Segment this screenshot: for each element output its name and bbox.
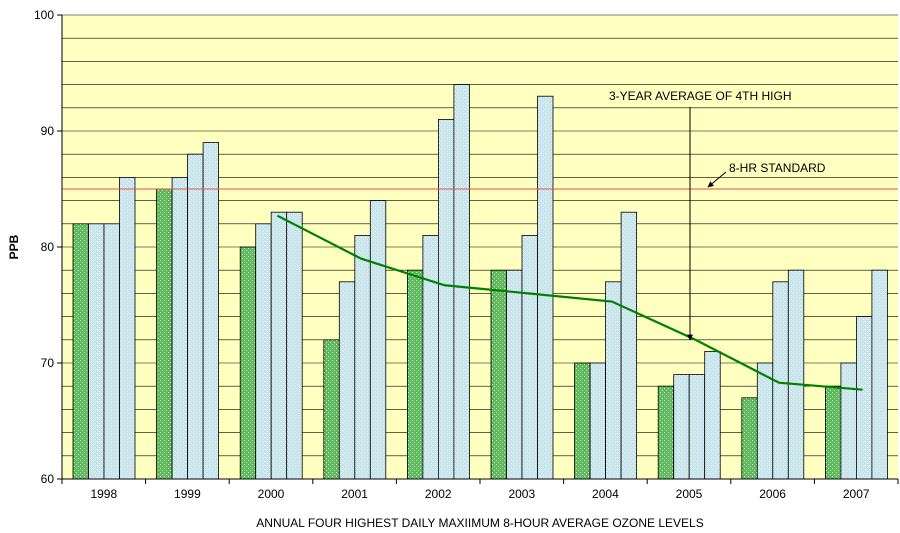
- bar-2006-4: [787, 269, 805, 480]
- x-tick-label: 2006: [759, 487, 786, 501]
- bar-2006-1: [741, 397, 758, 480]
- x-axis-label: ANNUAL FOUR HIGHEST DAILY MAXIIMUM 8-HOU…: [256, 516, 703, 530]
- bar-2001-3: [354, 234, 371, 480]
- bar-1998-2: [88, 223, 105, 480]
- y-tick-label: 60: [41, 472, 55, 486]
- y-tick-label: 80: [41, 240, 55, 254]
- y-axis-label: PPB: [7, 234, 21, 259]
- x-tick-label: 2005: [676, 487, 703, 501]
- bar-2006-2: [756, 362, 774, 480]
- bar-1998-4: [119, 176, 136, 480]
- axes: [57, 14, 899, 484]
- bar-2007-1: [825, 385, 842, 480]
- bar-2007-2: [840, 362, 857, 480]
- standard-arrow: [707, 171, 727, 188]
- bar-1999-1: [156, 188, 173, 480]
- bar-2001-2: [338, 281, 356, 480]
- bar-2004-2: [589, 362, 606, 480]
- x-tick-label: 2004: [592, 487, 619, 501]
- bar-1999-3: [187, 153, 204, 480]
- bar-2005-4: [704, 350, 721, 480]
- bar-2004-4: [620, 211, 637, 480]
- bar-2000-3: [270, 211, 288, 480]
- standard-annotation: 8-HR STANDARD: [729, 161, 826, 175]
- x-tick-label: 1999: [174, 487, 201, 501]
- bar-2002-4: [453, 84, 470, 480]
- bar-2003-3: [521, 234, 538, 480]
- y-tick-label: 100: [34, 8, 54, 22]
- annotations: 8-HR STANDARD 3-YEAR AVERAGE OF 4TH HIGH: [609, 89, 826, 341]
- bar-2002-1: [406, 269, 424, 480]
- bar-1998-1: [72, 223, 89, 480]
- bar-2003-2: [506, 269, 523, 480]
- bar-2001-4: [369, 200, 387, 480]
- x-tick-label: 2003: [508, 487, 535, 501]
- bar-2003-4: [537, 95, 554, 480]
- bar-2002-2: [422, 234, 439, 480]
- bar-2005-2: [673, 374, 690, 480]
- bar-2001-1: [323, 339, 340, 480]
- bar-2007-3: [856, 316, 873, 480]
- bar-2004-3: [605, 281, 622, 480]
- x-tick-label: 2007: [843, 487, 870, 501]
- bar-1998-3: [103, 223, 120, 480]
- y-tick-labels: 60 70 80 90 100: [34, 8, 54, 486]
- x-tick-labels: 1998 1999 2000 2001 2002 2003 2004 2005 2006 2007: [90, 487, 869, 501]
- average-line-path: [276, 214, 863, 391]
- average-line: [276, 214, 863, 391]
- x-tick-label: 2000: [258, 487, 285, 501]
- bar-2004-1: [574, 362, 591, 480]
- bar-2002-3: [437, 119, 455, 480]
- bar-2005-3: [688, 374, 706, 480]
- bar-2003-1: [490, 269, 507, 480]
- x-tick-label: 2002: [425, 487, 452, 501]
- bar-2007-4: [871, 269, 888, 480]
- bar-2000-4: [286, 211, 303, 480]
- average-annotation: 3-YEAR AVERAGE OF 4TH HIGH: [609, 89, 791, 103]
- x-tick-label: 2001: [341, 487, 368, 501]
- y-tick-label: 90: [41, 124, 55, 138]
- bar-1999-4: [202, 142, 220, 480]
- bar-1999-2: [171, 176, 189, 480]
- bar-2000-1: [239, 246, 257, 480]
- bar-2000-2: [255, 223, 272, 480]
- x-tick-label: 1998: [90, 487, 117, 501]
- y-tick-label: 70: [41, 356, 55, 370]
- bar-2005-1: [657, 385, 675, 480]
